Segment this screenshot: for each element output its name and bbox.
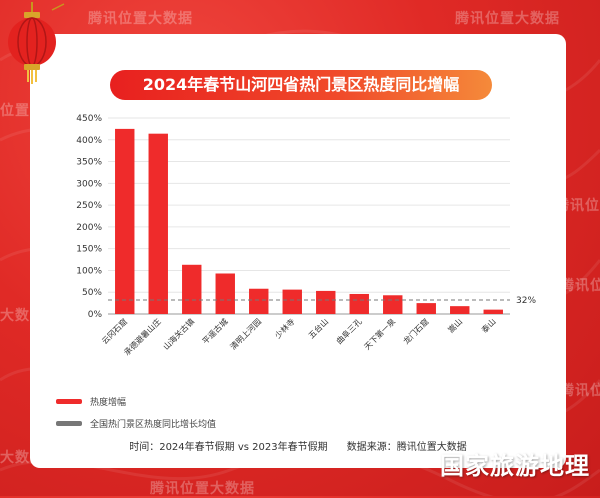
bar [349,293,369,314]
footer-source: 数据来源：腾讯位置大数据 [346,442,467,453]
watermark: 腾讯位置大数据 [560,383,600,399]
lantern-icon [8,2,65,84]
bar-chart: 0% 50% 100% 150% 200% 250% 300% 350% 400% 450% 云冈石… [76,114,536,357]
y-tick-label: 300% [76,179,102,189]
legend-item-increase: 热度增幅 [56,395,126,408]
watermark: 腾讯位置大数据 [150,481,255,497]
bar [282,289,302,314]
y-tick-label: 50% [82,288,102,298]
bar [215,273,235,314]
watermark: 腾讯位置大数据 [555,198,600,214]
bar [115,128,135,314]
x-tick-label: 龙门石窟 [401,316,431,346]
x-tick-label: 天下第一泉 [362,316,397,351]
x-tick-label: 平遥古城 [200,316,230,346]
bar [383,295,403,314]
x-tick-label: 少林寺 [273,316,297,340]
chart-card: 2024年春节山河四省热门景区热度同比增幅 0% 50% 100% 150% 200% 2… [30,34,566,468]
bar [148,133,168,314]
legend-item-average: 全国热门景区热度同比增长均值 [56,417,216,430]
bar [483,309,503,314]
chart-title: 2024年春节山河四省热门景区热度同比增幅 [110,70,492,100]
x-tick-label: 山海关古镇 [161,316,196,351]
bar [182,264,202,314]
bar [316,290,336,314]
watermark: 腾讯位置大数据 [88,11,193,27]
legend-swatch-bar [56,399,82,404]
y-tick-label: 350% [76,158,102,168]
y-tick-label: 250% [76,201,102,211]
y-tick-label: 0% [88,310,103,320]
legend-swatch-average [56,421,82,426]
legend-label-average: 全国热门景区热度同比增长均值 [90,420,217,430]
x-tick-label: 嵩山 [446,316,464,334]
x-tick-label: 云冈石窟 [99,316,129,346]
y-tick-label: 100% [76,266,102,276]
average-line-label: 32% [516,296,536,306]
x-tick-label: 曲阜三孔 [334,316,364,346]
y-tick-label: 450% [76,114,102,124]
bar [249,288,269,314]
brand-logo: 国家旅游地理 [440,451,590,480]
watermark: 腾讯位置大数据 [560,278,600,294]
x-tick-label: 五台山 [306,316,330,340]
watermark: 腾讯位置大数据 [455,11,560,27]
chart-footer: 时间：2024年春节假期 vs 2023年春节假期 数据来源：腾讯位置大数据 [30,438,566,453]
y-tick-label: 150% [76,245,102,255]
x-tick-label: 清明上河园 [228,316,263,351]
legend-label-increase: 热度增幅 [90,398,127,408]
y-tick-label: 200% [76,223,102,233]
y-tick-label: 400% [76,136,102,146]
x-tick-label: 泰山 [479,316,497,334]
bar [450,306,470,314]
bar [416,303,436,314]
footer-time: 时间：2024年春节假期 vs 2023年春节假期 [129,442,328,453]
